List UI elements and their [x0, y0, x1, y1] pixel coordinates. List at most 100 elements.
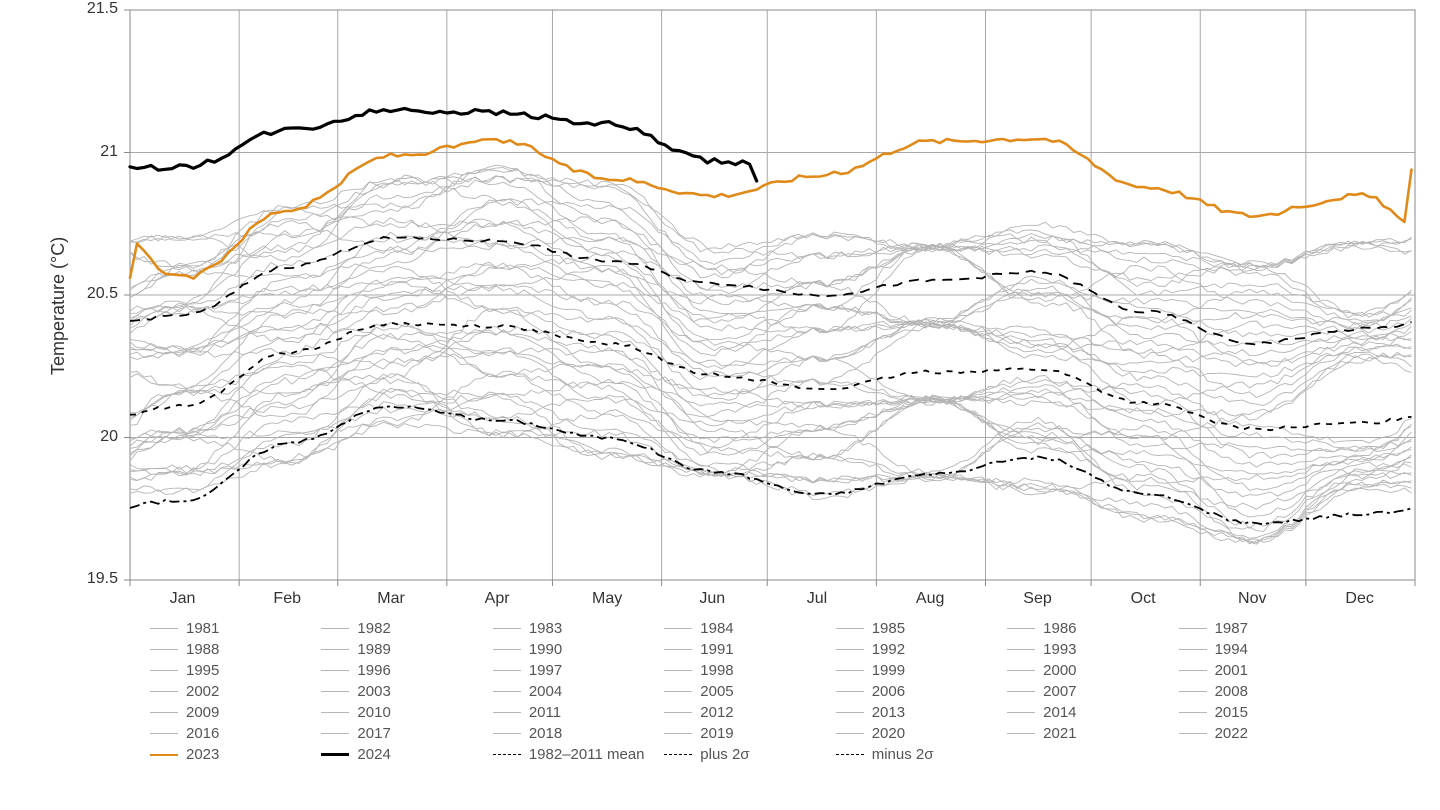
legend-swatch: [664, 712, 692, 713]
legend-label: 1990: [529, 641, 562, 658]
legend-swatch: [1007, 649, 1035, 650]
chart-legend: 1981 1982 1983 1984 1985 1986 1987 1988 1989 1990…: [150, 620, 1350, 763]
legend-swatch: [321, 670, 349, 671]
legend-item: 2005: [664, 683, 835, 700]
legend-item: 1988: [150, 641, 321, 658]
legend-item: 1991: [664, 641, 835, 658]
legend-label: 1987: [1215, 620, 1248, 637]
legend-item: plus 2σ: [664, 746, 835, 763]
legend-swatch: [150, 628, 178, 629]
legend-item: 1989: [321, 641, 492, 658]
legend-label: 2024: [357, 746, 390, 763]
legend-label: 2011: [529, 704, 561, 721]
y-axis-label: Temperature (°C): [48, 237, 69, 375]
legend-item: 2022: [1179, 725, 1350, 742]
legend-item: 1981: [150, 620, 321, 637]
legend-item: 1985: [836, 620, 1007, 637]
legend-item: 2007: [1007, 683, 1178, 700]
legend-item: 2024: [321, 746, 492, 763]
legend-label: 2004: [529, 683, 562, 700]
legend-label: plus 2σ: [700, 746, 749, 763]
x-tick-label: Jul: [807, 590, 827, 608]
legend-swatch: [1007, 670, 1035, 671]
x-tick-label: Mar: [377, 590, 405, 608]
legend-item: 1986: [1007, 620, 1178, 637]
legend-label: 1993: [1043, 641, 1076, 658]
legend-label: 2007: [1043, 683, 1076, 700]
legend-swatch: [1007, 712, 1035, 713]
legend-swatch: [493, 733, 521, 734]
legend-label: 2016: [186, 725, 219, 742]
legend-swatch: [664, 754, 692, 755]
legend-label: 2017: [357, 725, 390, 742]
legend-label: 2022: [1215, 725, 1248, 742]
legend-item: 1982–2011 mean: [493, 746, 664, 763]
legend-label: 2005: [700, 683, 733, 700]
legend-item: minus 2σ: [836, 746, 1007, 763]
legend-label: 1988: [186, 641, 219, 658]
legend-label: 1981: [186, 620, 219, 637]
legend-swatch: [150, 649, 178, 650]
legend-item: 1984: [664, 620, 835, 637]
legend-label: 1982–2011 mean: [529, 746, 645, 763]
legend-item: 2014: [1007, 704, 1178, 721]
legend-swatch: [836, 712, 864, 713]
legend-label: 2020: [872, 725, 905, 742]
legend-swatch: [321, 691, 349, 692]
legend-label: 1994: [1215, 641, 1248, 658]
legend-swatch: [321, 649, 349, 650]
legend-swatch: [493, 628, 521, 629]
legend-label: 2001: [1215, 662, 1248, 679]
legend-swatch: [1179, 712, 1207, 713]
legend-swatch: [836, 691, 864, 692]
legend-item: 1992: [836, 641, 1007, 658]
legend-swatch: [150, 691, 178, 692]
legend-item: 2001: [1179, 662, 1350, 679]
legend-label: 1999: [872, 662, 905, 679]
x-tick-label: Dec: [1345, 590, 1373, 608]
legend-swatch: [1179, 691, 1207, 692]
legend-swatch: [664, 670, 692, 671]
legend-swatch: [836, 649, 864, 650]
legend-label: 2002: [186, 683, 219, 700]
legend-item: 1996: [321, 662, 492, 679]
legend-label: 2018: [529, 725, 562, 742]
x-tick-label: Sep: [1023, 590, 1051, 608]
x-tick-label: Nov: [1238, 590, 1266, 608]
legend-swatch: [1179, 628, 1207, 629]
legend-item: 2015: [1179, 704, 1350, 721]
legend-swatch: [664, 733, 692, 734]
legend-label: 1984: [700, 620, 733, 637]
legend-swatch: [1007, 691, 1035, 692]
legend-item: 2018: [493, 725, 664, 742]
legend-swatch: [150, 733, 178, 734]
legend-label: 2013: [872, 704, 905, 721]
legend-swatch: [493, 712, 521, 713]
legend-label: 1983: [529, 620, 562, 637]
legend-swatch: [836, 754, 864, 755]
legend-swatch: [1179, 733, 1207, 734]
legend-item: 1995: [150, 662, 321, 679]
legend-label: 1998: [700, 662, 733, 679]
legend-item: 2003: [321, 683, 492, 700]
legend-label: 1982: [357, 620, 390, 637]
legend-label: minus 2σ: [872, 746, 934, 763]
legend-label: 2010: [357, 704, 390, 721]
x-tick-label: Apr: [485, 590, 510, 608]
legend-item: 1994: [1179, 641, 1350, 658]
legend-swatch: [493, 670, 521, 671]
x-tick-label: Jun: [699, 590, 725, 608]
legend-label: 2003: [357, 683, 390, 700]
legend-item: 2000: [1007, 662, 1178, 679]
legend-item: 1982: [321, 620, 492, 637]
y-tick-label: 20.5: [87, 285, 118, 303]
legend-item: 2013: [836, 704, 1007, 721]
legend-swatch: [150, 712, 178, 713]
legend-label: 1985: [872, 620, 905, 637]
legend-label: 1996: [357, 662, 390, 679]
legend-item: 2011: [493, 704, 664, 721]
legend-item: 2012: [664, 704, 835, 721]
legend-swatch: [321, 753, 349, 756]
legend-item: 2020: [836, 725, 1007, 742]
legend-swatch: [664, 649, 692, 650]
